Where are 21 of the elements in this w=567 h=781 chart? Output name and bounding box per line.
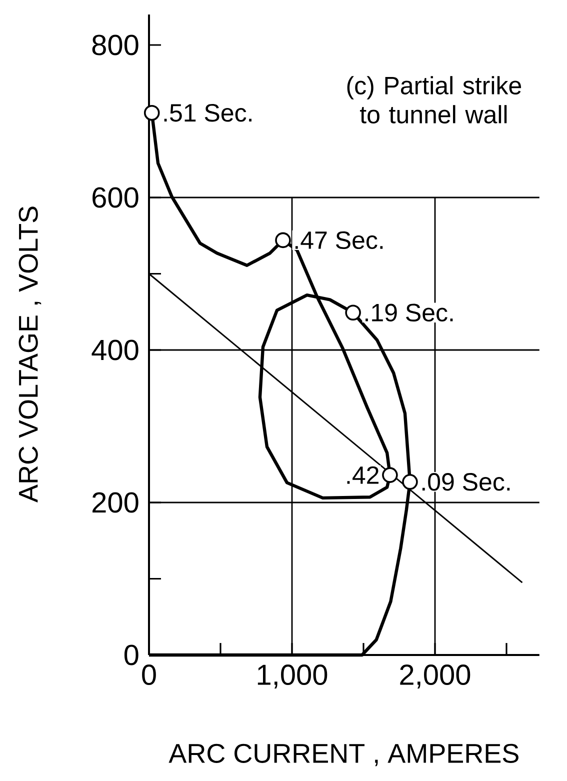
y-axis-title: ARC VOLTAGE , VOLTS	[18, 206, 42, 502]
y-tick-label: 600	[92, 187, 138, 208]
annotation: .47 Sec.	[295, 231, 383, 250]
point	[345, 304, 361, 321]
point	[402, 474, 418, 490]
annotation: .42	[347, 466, 378, 484]
point	[382, 467, 398, 483]
y-tick-label: 400	[92, 340, 138, 360]
y-tick-label: 200	[92, 492, 138, 513]
point	[275, 232, 291, 248]
x-tick-label: 1,000	[258, 664, 328, 688]
y-tick-label: 800	[92, 34, 138, 56]
annotation: .09 Sec.	[422, 473, 510, 491]
x-tick-label: 0	[142, 664, 156, 686]
annotation: .51 Sec.	[164, 104, 252, 122]
x-tick-label: 2,000	[400, 664, 470, 688]
annotation: .19 Sec.	[366, 304, 453, 322]
x-axis-title: ARC CURRENT , AMPERES	[168, 744, 518, 766]
text: (c) Partial strike to tunnel wall	[347, 76, 522, 124]
point	[144, 104, 160, 121]
y-tick-label: 0	[124, 644, 138, 666]
